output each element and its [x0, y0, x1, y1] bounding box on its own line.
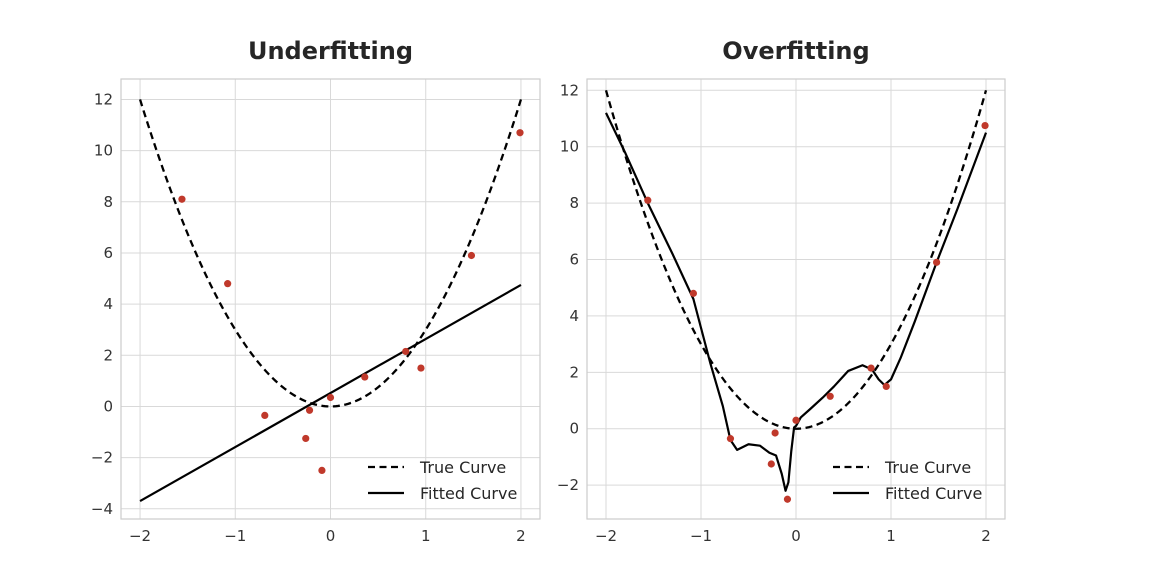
chart-title: Underfitting	[248, 37, 413, 65]
y-tick-label: −2	[91, 449, 113, 467]
true-curve-line	[604, 89, 988, 430]
data-point	[882, 382, 890, 391]
legend-true-curve-label: True Curve	[419, 458, 506, 477]
x-tick-label: −1	[690, 527, 712, 545]
data-point	[318, 466, 326, 474]
data-point	[981, 121, 989, 130]
data-point	[224, 280, 232, 288]
y-tick-label: 8	[103, 193, 113, 211]
data-point	[933, 258, 941, 266]
data-point	[767, 460, 775, 468]
x-tick-label: −2	[129, 527, 151, 545]
data-point	[467, 251, 476, 260]
y-tick-label: 0	[103, 397, 113, 415]
data-point	[302, 434, 310, 443]
data-point	[326, 393, 335, 402]
y-tick-label: 4	[569, 307, 579, 325]
y-tick-label: 2	[103, 346, 113, 364]
legend-fitted-curve-label: Fitted Curve	[885, 484, 982, 503]
y-tick-label: 6	[103, 244, 113, 262]
y-tick-label: 2	[569, 363, 579, 381]
plot-area-frame	[586, 78, 1006, 520]
y-tick-label: −2	[557, 476, 579, 494]
data-point	[689, 289, 698, 297]
y-tick-label: 12	[560, 81, 579, 99]
data-point	[305, 406, 314, 414]
plot-area-frame	[120, 78, 541, 520]
fitted-curve-line	[605, 112, 988, 492]
data-point	[771, 429, 779, 437]
y-tick-label: 8	[569, 194, 579, 212]
y-tick-label: −4	[91, 500, 113, 518]
data-point	[516, 129, 524, 137]
data-point	[178, 195, 186, 203]
y-tick-label: 10	[94, 142, 113, 160]
data-point	[867, 364, 875, 372]
x-tick-label: 1	[886, 527, 896, 545]
data-point	[783, 495, 792, 503]
data-point	[417, 364, 425, 372]
x-tick-label: −1	[224, 527, 246, 545]
data-point	[261, 411, 269, 419]
y-tick-label: 12	[94, 90, 113, 108]
data-point	[361, 373, 369, 381]
data-point	[402, 347, 410, 356]
x-tick-label: −2	[595, 527, 617, 545]
legend-fitted-curve-label: Fitted Curve	[420, 484, 517, 503]
y-tick-label: 10	[560, 138, 579, 156]
chart-title: Overfitting	[722, 37, 869, 65]
data-point	[726, 435, 735, 443]
x-tick-label: 2	[981, 527, 991, 545]
data-point	[792, 416, 800, 424]
legend-true-curve-label: True Curve	[884, 458, 971, 477]
y-tick-label: 6	[569, 251, 579, 269]
x-tick-label: 1	[421, 527, 431, 545]
x-tick-label: 0	[791, 527, 801, 545]
fitted-curve-line	[139, 283, 522, 503]
x-tick-label: 0	[326, 527, 336, 545]
data-point	[644, 196, 652, 204]
x-tick-label: 2	[516, 527, 526, 545]
y-tick-label: 0	[569, 420, 579, 438]
y-tick-label: 4	[103, 295, 113, 313]
data-point	[826, 392, 834, 400]
